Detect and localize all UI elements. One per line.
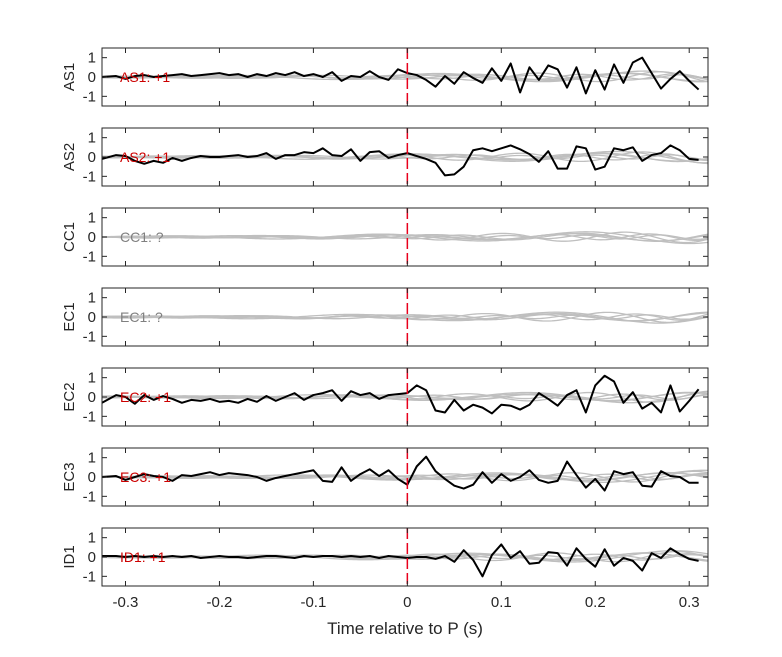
background-trace [102,552,708,562]
station-label-id1: ID1 [61,545,78,568]
panel-as2: 1 0 -1 AS2 AS2: +1 [61,127,709,187]
y-tick-label: 0 [88,229,96,246]
polarity-annotation: EC1: ? [120,309,163,325]
background-trace [102,471,708,482]
y-tick-label: 1 [88,290,96,307]
plot-area [102,144,708,177]
x-axis: -0.3 -0.2 -0.1 0 0.1 0.2 0.3 [113,594,700,611]
y-tick-label: 0 [88,309,96,326]
panel-as1: 1 0 -1 AS1 AS1: +1 [61,47,709,107]
main-trace-id1 [102,543,699,578]
background-trace [102,232,708,242]
station-label-as1: AS1 [61,63,78,91]
panels-group: 1 0 -1 AS1 AS1: +1 1 0 -1 AS2 AS2: +1 1 0 -1 CC1 CC1: … [61,47,709,587]
y-tick-label: 0 [88,549,96,566]
background-trace [102,152,708,163]
y-tick-label: -1 [83,488,96,505]
polarity-annotation: AS2: +1 [120,149,170,165]
background-trace [102,234,708,240]
main-trace-as2 [102,144,699,177]
y-tick-label: 1 [88,210,96,227]
background-trace [102,391,708,402]
polarity-annotation: EC3: +1 [120,469,171,485]
panel-id1: 1 0 -1 ID1 ID1: +1 [61,527,709,587]
y-tick-label: 1 [88,530,96,547]
y-tick-label: 0 [88,469,96,486]
plot-area [102,56,708,95]
x-tick-label: -0.1 [300,594,326,611]
station-label-ec2: EC2 [61,382,78,411]
y-tick-label: -1 [83,248,96,265]
plot-area [102,374,708,415]
polarity-annotation: ID1: +1 [120,549,166,565]
y-tick-label: 1 [88,50,96,67]
x-tick-label: 0.1 [491,594,512,611]
polarity-annotation: EC2: +1 [120,389,171,405]
background-trace [102,474,708,480]
panel-ec1: 1 0 -1 EC1 EC1: ? [61,287,709,347]
x-axis-label: Time relative to P (s) [327,619,483,638]
y-tick-label: 1 [88,450,96,467]
panel-cc1: 1 0 -1 CC1 CC1: ? [61,207,709,267]
station-label-ec1: EC1 [61,302,78,331]
y-tick-label: 0 [88,149,96,166]
main-trace-as1 [102,56,700,95]
panel-ec3: 1 0 -1 EC3 EC3: +1 [61,447,709,507]
x-tick-label: 0 [403,594,411,611]
main-trace-ec2 [102,374,700,415]
background-trace [102,469,708,484]
plot-area [102,311,708,324]
y-tick-label: -1 [83,88,96,105]
panel-ec2: 1 0 -1 EC2 EC2: +1 [61,367,709,427]
plot-area [102,543,708,578]
y-tick-label: -1 [83,168,96,185]
polarity-annotation: AS1: +1 [120,69,170,85]
station-label-ec3: EC3 [61,462,78,491]
y-tick-label: 1 [88,370,96,387]
main-trace-ec3 [102,455,699,492]
y-tick-label: -1 [83,408,96,425]
y-tick-label: 0 [88,69,96,86]
y-tick-label: -1 [83,328,96,345]
y-tick-label: 0 [88,389,96,406]
plot-area [102,455,708,492]
x-tick-label: 0.3 [679,594,700,611]
y-tick-label: 1 [88,130,96,147]
background-trace [102,391,708,404]
x-tick-label: -0.2 [207,594,233,611]
polarity-annotation: CC1: ? [120,229,164,245]
plot-area [102,231,708,245]
background-trace [102,72,708,83]
y-tick-label: -1 [83,568,96,585]
background-trace [102,311,708,322]
x-tick-label: 0.2 [585,594,606,611]
station-label-cc1: CC1 [61,222,78,252]
x-tick-label: -0.3 [113,594,139,611]
station-label-as2: AS2 [61,143,78,171]
